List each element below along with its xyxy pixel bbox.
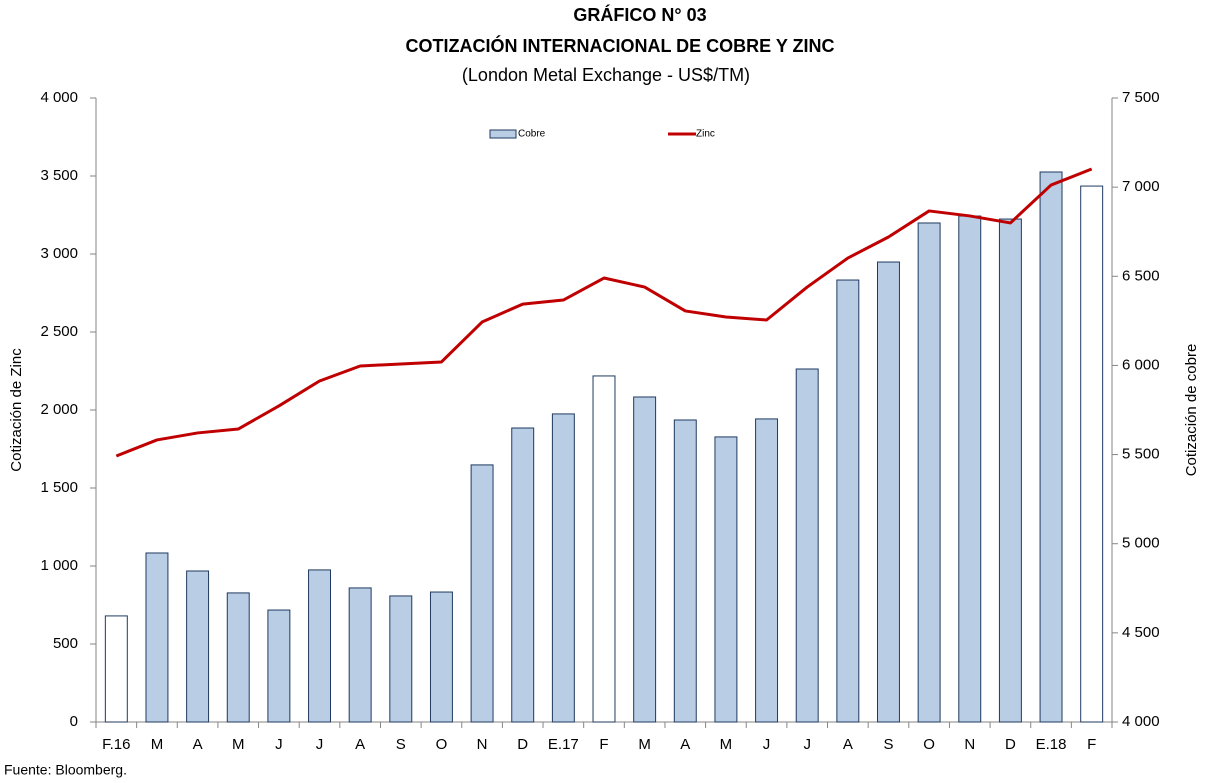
x-tick-label: F	[1087, 736, 1096, 753]
bar	[755, 418, 779, 723]
x-tick-label: M	[638, 736, 651, 753]
bar	[958, 215, 982, 723]
chart-title: GRÁFICO N° 03	[573, 4, 706, 25]
y-axis-label: Cotización de Zinc	[8, 348, 25, 472]
bar	[836, 279, 860, 723]
x-tick-label: J	[275, 736, 283, 753]
x-tick-label: J	[803, 736, 811, 753]
y2-tick-label: 7 500	[1122, 89, 1160, 106]
y-tick-label: 4 000	[40, 89, 78, 106]
x-tick-label: S	[883, 736, 893, 753]
x-tick-label: D	[1005, 736, 1016, 753]
legend-swatch	[489, 129, 517, 139]
bar	[998, 218, 1022, 723]
y2-tick-label: 4 500	[1122, 624, 1160, 641]
x-tick-label: E.17	[548, 736, 579, 753]
x-tick-label: A	[843, 736, 853, 753]
y2-tick-label: 4 000	[1122, 713, 1160, 730]
bar	[1080, 185, 1104, 723]
y2-tick-label: 5 000	[1122, 535, 1160, 552]
x-tick-label: N	[477, 736, 488, 753]
bar	[104, 615, 128, 723]
bar	[308, 569, 331, 723]
bar	[348, 587, 372, 723]
y-tick-label: 0	[70, 713, 78, 730]
bar	[714, 436, 738, 723]
y-tick-label: 500	[53, 635, 78, 652]
bar	[1039, 171, 1063, 723]
x-tick-label: N	[964, 736, 975, 753]
bar	[795, 368, 819, 723]
bar	[592, 375, 616, 723]
x-tick-label: A	[355, 736, 365, 753]
bar	[470, 464, 494, 723]
y2-tick-label: 7 000	[1122, 178, 1160, 195]
bar	[145, 552, 169, 723]
x-tick-label: J	[316, 736, 324, 753]
source-note: Fuente: Bloomberg.	[4, 762, 127, 778]
y-tick-label: 3 000	[40, 245, 78, 262]
x-tick-label: D	[517, 736, 528, 753]
y-tick-label: 2 000	[40, 401, 78, 418]
line	[115, 167, 1093, 458]
bar	[186, 570, 210, 723]
legend-label: Zinc	[696, 129, 715, 140]
bar	[511, 427, 535, 723]
bar	[389, 595, 413, 723]
x-tick-label: F	[599, 736, 608, 753]
x-tick-label: O	[436, 736, 448, 753]
x-tick-label: S	[396, 736, 406, 753]
y-tick-label: 3 500	[40, 167, 78, 184]
bar	[673, 419, 697, 723]
x-tick-label: M	[232, 736, 245, 753]
y2-axis-label: Cotización de cobre	[1183, 344, 1200, 477]
x-tick-label: J	[763, 736, 771, 753]
bar	[877, 261, 900, 723]
x-tick-label: O	[923, 736, 935, 753]
bar	[429, 591, 453, 723]
y2-tick-label: 6 500	[1122, 267, 1160, 284]
x-tick-label: M	[151, 736, 164, 753]
bar	[551, 413, 575, 723]
y-tick-label: 1 000	[40, 557, 78, 574]
chart-subtitle: COTIZACIÓN INTERNACIONAL DE COBRE Y ZINC	[405, 35, 834, 56]
y-tick-label: 1 500	[40, 479, 78, 496]
x-tick-label: E.18	[1036, 736, 1067, 753]
x-tick-label: M	[720, 736, 733, 753]
bar	[917, 222, 941, 723]
x-tick-label: F.16	[102, 736, 130, 753]
y-tick-label: 2 500	[40, 323, 78, 340]
chart-subtitle: (London Metal Exchange - US$/TM)	[462, 65, 750, 85]
bar	[633, 396, 657, 723]
y2-tick-label: 5 500	[1122, 446, 1160, 463]
y2-tick-label: 6 000	[1122, 356, 1160, 373]
x-tick-label: A	[680, 736, 690, 753]
bar	[267, 609, 291, 723]
legend-label: Cobre	[518, 129, 546, 140]
bar	[226, 592, 250, 723]
x-tick-label: A	[193, 736, 203, 753]
